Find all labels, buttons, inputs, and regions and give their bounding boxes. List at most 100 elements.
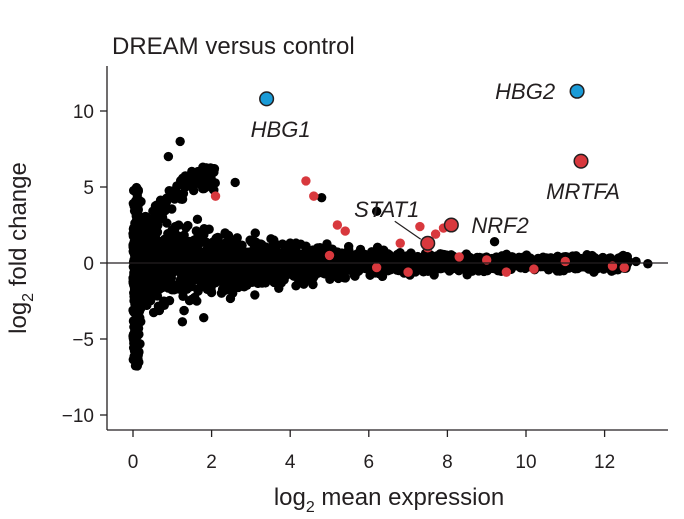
gene-point	[166, 189, 177, 200]
hbg2-label: HBG2	[495, 79, 555, 104]
gene-point	[151, 222, 162, 232]
stat1-label: STAT1	[354, 197, 419, 222]
gene-point	[251, 255, 261, 266]
gene-point	[186, 170, 196, 181]
gene-point	[622, 251, 632, 262]
gene-point	[183, 283, 193, 293]
gene-point	[211, 233, 221, 243]
gene-point	[251, 264, 261, 275]
gene-point	[189, 292, 200, 303]
gene-point	[301, 241, 311, 251]
x-tick-label: 10	[515, 452, 536, 473]
gene-point	[549, 256, 560, 266]
gene-point	[268, 264, 278, 274]
significant-gene-point	[301, 176, 311, 186]
gene-point	[228, 243, 239, 254]
gene-point	[631, 256, 641, 267]
gene-point	[192, 214, 203, 225]
gene-point	[130, 279, 141, 289]
gene-point	[194, 174, 204, 184]
y-axis-title-log: log	[5, 302, 32, 334]
x-tick-label: 6	[364, 452, 375, 473]
significant-gene-point	[371, 262, 382, 273]
y-axis-title-rest: fold change	[5, 162, 32, 293]
x-tick-label: 12	[594, 452, 615, 473]
y-axis-title: log2 fold change	[5, 162, 37, 334]
mrtfa-label: MRTFA	[546, 179, 620, 204]
significant-gene-point	[560, 256, 570, 267]
gene-point	[141, 230, 151, 240]
gene-point	[359, 249, 370, 260]
gene-point	[189, 272, 199, 283]
gene-point	[206, 180, 216, 191]
gene-point	[157, 212, 168, 223]
gene-point	[371, 206, 382, 217]
gene-point	[191, 226, 202, 236]
gene-point	[225, 293, 236, 304]
gene-point	[327, 260, 337, 270]
significant-gene-point	[332, 220, 343, 230]
gene-point	[388, 263, 398, 273]
gene-point	[265, 253, 276, 264]
gene-point	[435, 252, 445, 262]
gene-point	[169, 250, 179, 261]
stat1-point	[420, 235, 436, 251]
gene-point	[266, 242, 276, 252]
gene-point	[150, 285, 160, 296]
chart-title: DREAM versus control	[112, 33, 355, 60]
significant-gene-point	[324, 250, 335, 261]
mrtfa-point	[573, 153, 589, 169]
gene-point	[230, 177, 240, 188]
gene-point	[308, 279, 318, 290]
significant-gene-point	[482, 255, 492, 265]
nrf2-label: NRF2	[471, 213, 528, 238]
gene-point	[175, 136, 185, 147]
gene-point	[203, 239, 214, 249]
gene-point	[132, 361, 143, 371]
hbg1-label: HBG1	[251, 117, 311, 142]
gene-point	[175, 264, 186, 275]
y-axis-title-subscript: 2	[20, 293, 37, 302]
hbg1-point	[259, 91, 275, 107]
gene-point	[231, 273, 242, 283]
x-tick-label: 8	[442, 452, 453, 473]
gene-point	[377, 271, 388, 282]
gene-point	[452, 261, 462, 272]
gene-point	[150, 204, 161, 215]
gene-point	[134, 210, 144, 221]
significant-gene-point	[454, 252, 464, 262]
y-tick-label: −10	[62, 406, 94, 427]
gene-point	[260, 278, 271, 288]
gene-point	[274, 255, 284, 265]
gene-point	[180, 182, 190, 193]
x-axis-title-rest: mean expression	[315, 484, 504, 511]
gene-point	[131, 184, 141, 194]
gene-point	[228, 259, 238, 269]
gene-point	[140, 216, 151, 226]
gene-point	[235, 254, 245, 264]
significant-gene-point	[340, 226, 350, 236]
gene-point	[289, 261, 300, 272]
gene-point	[177, 247, 187, 258]
gene-point	[364, 265, 375, 275]
y-tick-label: −5	[72, 330, 94, 351]
gene-point	[179, 305, 189, 316]
gene-point	[154, 305, 165, 316]
gene-point	[163, 151, 174, 162]
x-axis: 0 2 4 6 8 10 12	[107, 429, 668, 473]
gene-point	[351, 264, 361, 274]
x-tick-label: 2	[206, 452, 217, 473]
x-ticks: 0 2 4 6 8 10 12	[128, 430, 615, 473]
gene-point	[202, 284, 213, 295]
gene-point	[244, 247, 254, 258]
significant-gene-point	[430, 229, 441, 239]
significant-gene-point	[395, 238, 405, 248]
gene-point	[206, 173, 216, 184]
y-tick-label: 10	[73, 102, 94, 123]
hbg2-point	[569, 83, 585, 99]
gene-point	[543, 261, 553, 271]
y-tick-label: 0	[83, 254, 94, 275]
gene-point	[239, 282, 249, 292]
x-tick-label: 0	[128, 452, 139, 473]
